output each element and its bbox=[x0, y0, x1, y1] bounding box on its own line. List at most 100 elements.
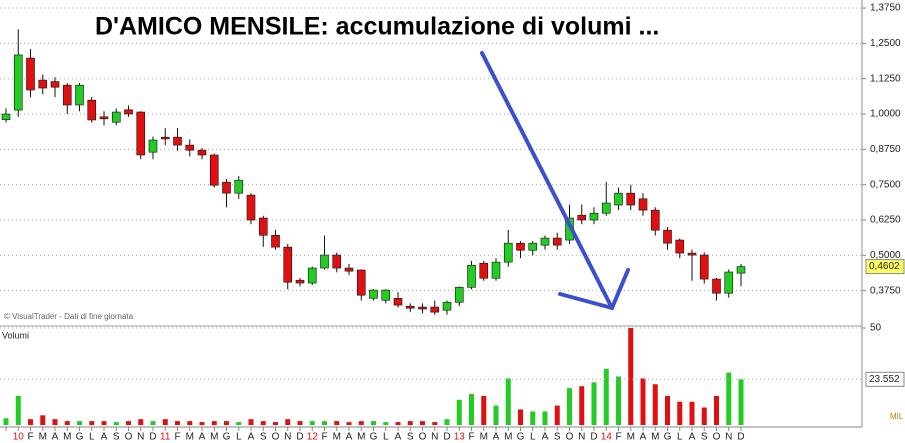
candle-body bbox=[356, 269, 366, 296]
candle-body bbox=[271, 234, 280, 248]
volume-bar bbox=[309, 421, 315, 425]
candle bbox=[307, 266, 317, 286]
x-tick-label: G bbox=[76, 432, 84, 443]
candle-body bbox=[479, 262, 489, 279]
x-tick-label: L bbox=[236, 432, 242, 443]
volume-bar bbox=[64, 421, 70, 425]
volume-bar bbox=[726, 372, 732, 425]
candle-body bbox=[234, 179, 244, 194]
candle bbox=[258, 215, 268, 247]
candle bbox=[650, 207, 660, 236]
volume-bar bbox=[150, 421, 156, 425]
candle bbox=[222, 179, 231, 208]
candle-body bbox=[516, 242, 525, 251]
volume-bar bbox=[383, 422, 389, 425]
volume-bar bbox=[162, 419, 168, 425]
x-tick-label: A bbox=[395, 432, 402, 443]
candle-body bbox=[295, 279, 305, 284]
volume-bar bbox=[175, 421, 180, 425]
y-tick-label: 1,1250 bbox=[870, 73, 901, 84]
volume-bar bbox=[407, 421, 413, 425]
volume-bar bbox=[481, 395, 487, 425]
x-tick-label: M bbox=[210, 432, 218, 443]
candle bbox=[699, 252, 709, 284]
candle bbox=[638, 193, 648, 216]
volume-bar bbox=[518, 409, 523, 425]
volume-bar bbox=[420, 421, 425, 425]
last-price-label: 0,4602 bbox=[869, 261, 900, 272]
candle bbox=[393, 292, 403, 308]
volume-bar bbox=[689, 401, 695, 425]
x-tick-label: A bbox=[248, 432, 255, 443]
candle-body bbox=[283, 246, 293, 283]
candle-body bbox=[99, 116, 109, 120]
candle bbox=[1, 108, 11, 123]
x-tick-label: M bbox=[480, 432, 488, 443]
x-tick-label: A bbox=[493, 432, 500, 443]
candle-body bbox=[173, 136, 182, 146]
volume-bar bbox=[395, 422, 401, 425]
candle-body bbox=[405, 305, 415, 309]
candle bbox=[234, 176, 244, 199]
volume-bar bbox=[567, 388, 572, 425]
candle-body bbox=[467, 264, 476, 288]
x-tick-label: G bbox=[370, 432, 378, 443]
candle-body bbox=[589, 212, 599, 221]
arrow-head-left bbox=[558, 292, 614, 310]
volume-bar bbox=[211, 421, 217, 425]
candle bbox=[283, 244, 293, 290]
volume-bar bbox=[89, 421, 95, 425]
candle-body bbox=[699, 254, 709, 280]
x-tick-label: S bbox=[113, 432, 120, 443]
volume-bar bbox=[236, 422, 242, 425]
candle-body bbox=[307, 267, 317, 284]
x-tick-label: 13 bbox=[454, 432, 466, 443]
candle bbox=[185, 139, 195, 157]
candle-body bbox=[430, 306, 440, 313]
candle bbox=[430, 300, 440, 315]
candle-body bbox=[442, 301, 452, 311]
candle-body bbox=[712, 278, 721, 294]
candle bbox=[148, 136, 158, 160]
candle-body bbox=[222, 181, 231, 194]
candle-body bbox=[540, 237, 550, 246]
x-tick-label: O bbox=[713, 432, 721, 443]
candle-body bbox=[50, 81, 60, 88]
candle bbox=[381, 289, 391, 304]
x-tick-label: D bbox=[296, 432, 303, 443]
candle bbox=[75, 82, 84, 112]
x-tick-label: M bbox=[186, 432, 194, 443]
candle bbox=[687, 249, 697, 281]
volume-bar bbox=[334, 421, 340, 425]
candle bbox=[50, 77, 60, 98]
x-tick-label: L bbox=[530, 432, 536, 443]
x-tick-label: O bbox=[566, 432, 574, 443]
candle-body bbox=[736, 266, 746, 274]
candle bbox=[491, 258, 501, 281]
x-tick-label: G bbox=[223, 432, 231, 443]
y-tick-label: 1,3750 bbox=[870, 3, 901, 14]
volume-bar bbox=[603, 368, 609, 425]
candle bbox=[528, 241, 538, 256]
x-tick-label: S bbox=[407, 432, 414, 443]
x-tick-label: M bbox=[651, 432, 659, 443]
volume-bar bbox=[273, 422, 278, 425]
candle bbox=[320, 235, 329, 270]
x-tick-label: D bbox=[443, 432, 450, 443]
y-tick-label: 0,7500 bbox=[870, 179, 901, 190]
candle-body bbox=[650, 209, 660, 231]
candle-body bbox=[111, 111, 121, 123]
candle-body bbox=[13, 54, 23, 111]
candle-body bbox=[209, 154, 219, 186]
volume-bar bbox=[665, 395, 670, 425]
candle-body bbox=[160, 136, 170, 140]
candle-body bbox=[687, 252, 697, 256]
candle bbox=[516, 241, 525, 259]
x-tick-label: L bbox=[677, 432, 683, 443]
candle bbox=[26, 49, 35, 98]
candle-body bbox=[675, 239, 685, 254]
candle bbox=[173, 128, 182, 151]
y-tick-label: 1,2500 bbox=[870, 38, 901, 49]
